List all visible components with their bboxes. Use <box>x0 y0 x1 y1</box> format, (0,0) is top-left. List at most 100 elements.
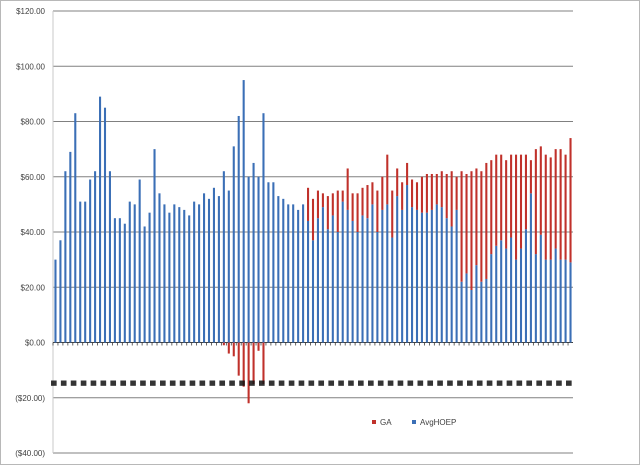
bar-ga <box>495 154 498 246</box>
bar-avghoep <box>361 215 364 343</box>
bar-avghoep <box>103 107 107 343</box>
bar-avghoep <box>198 204 201 343</box>
bar-avghoep <box>203 193 206 343</box>
bar-ga <box>505 160 508 249</box>
bar-avghoep <box>534 254 537 343</box>
bar-avghoep <box>163 204 166 343</box>
bar-avghoep <box>465 273 468 343</box>
x-category-label: █ <box>229 380 235 385</box>
bar-avghoep <box>138 179 141 343</box>
x-category-label: █ <box>338 380 344 385</box>
bar-avghoep <box>69 151 72 343</box>
bar-ga <box>386 154 389 205</box>
bar-ga <box>524 154 527 230</box>
bar-avghoep <box>411 207 414 343</box>
bar-ga <box>326 196 329 230</box>
bar-ga <box>510 154 513 238</box>
bar-avghoep <box>490 254 493 343</box>
bar-avghoep <box>386 204 389 343</box>
bar-avghoep <box>316 218 319 343</box>
bar-avghoep <box>351 220 354 343</box>
bar-avghoep <box>94 171 97 343</box>
bar-avghoep <box>287 204 290 343</box>
x-category-label: █ <box>91 380 97 385</box>
bar-ga <box>529 160 532 194</box>
x-category-label: █ <box>120 380 126 385</box>
bar-ga <box>356 193 359 232</box>
bar-avghoep <box>415 209 419 343</box>
bar-ga <box>262 342 265 384</box>
bar-ga <box>227 342 230 354</box>
bar-ga <box>415 182 419 210</box>
bar-avghoep <box>227 190 230 343</box>
x-category-label: █ <box>318 380 324 385</box>
bar-ga <box>490 160 493 255</box>
bar-ga <box>252 342 255 384</box>
bar-ga <box>232 342 235 357</box>
bar-avghoep <box>440 207 443 343</box>
bar-avghoep <box>232 146 235 343</box>
x-category-label: █ <box>467 380 473 385</box>
bar-ga <box>222 342 225 346</box>
bar-avghoep <box>475 265 478 343</box>
x-category-label: █ <box>507 380 513 385</box>
x-category-label: █ <box>427 380 433 385</box>
x-category-label: █ <box>200 380 206 385</box>
x-category-label: █ <box>81 380 87 385</box>
bar-avghoep <box>99 96 102 343</box>
bar-avghoep <box>212 187 215 343</box>
x-category-label: █ <box>130 380 136 385</box>
bar-ga <box>465 173 468 274</box>
bar-avghoep <box>108 171 111 343</box>
bar-avghoep <box>539 234 542 343</box>
bar-avghoep <box>396 196 399 343</box>
bar-avghoep <box>64 171 67 343</box>
y-tick-label: $20.00 <box>21 283 46 292</box>
x-category-label: █ <box>487 380 493 385</box>
bar-avghoep <box>257 176 260 343</box>
bar-avghoep <box>282 198 285 343</box>
bar-ga <box>242 342 245 387</box>
bar-avghoep <box>311 240 315 343</box>
bar-avghoep <box>515 259 518 343</box>
bar-ga <box>445 173 448 219</box>
bar-avghoep <box>252 162 255 343</box>
x-category-label: █ <box>457 380 463 385</box>
bar-ga <box>351 193 354 221</box>
bar-avghoep <box>495 245 498 343</box>
bar-avghoep <box>79 201 82 343</box>
bar-ga <box>460 171 463 282</box>
x-category-label: █ <box>259 380 265 385</box>
bar-avghoep <box>74 113 77 343</box>
bar-ga <box>331 193 334 216</box>
x-category-label: █ <box>378 380 384 385</box>
bar-avghoep <box>470 290 473 343</box>
bar-avghoep <box>113 218 116 343</box>
bar-ga <box>321 193 324 208</box>
legend-swatch-ga <box>372 420 376 424</box>
bar-ga <box>515 154 518 260</box>
bar-avghoep <box>262 113 265 343</box>
x-category-label: █ <box>497 380 503 385</box>
x-category-label: █ <box>328 380 334 385</box>
bar-avghoep <box>331 215 334 343</box>
x-category-label: █ <box>140 380 146 385</box>
bar-avghoep <box>391 237 394 343</box>
bar-ga <box>554 149 557 249</box>
x-category-label: █ <box>556 380 562 385</box>
x-category-label: █ <box>61 380 67 385</box>
bar-ga <box>361 187 364 216</box>
x-category-label: █ <box>348 380 354 385</box>
x-category-label: █ <box>368 380 374 385</box>
bar-ga <box>346 168 349 210</box>
bar-avghoep <box>222 171 225 343</box>
x-category-label: █ <box>358 380 364 385</box>
bar-avghoep <box>554 248 557 343</box>
bar-ga <box>341 190 344 202</box>
y-tick-label: ($20.00) <box>15 394 45 403</box>
x-category-label: █ <box>417 380 423 385</box>
bar-ga <box>406 162 409 186</box>
bar-ga <box>435 173 438 205</box>
bar-avghoep <box>445 218 448 343</box>
bar-avghoep <box>366 218 369 343</box>
